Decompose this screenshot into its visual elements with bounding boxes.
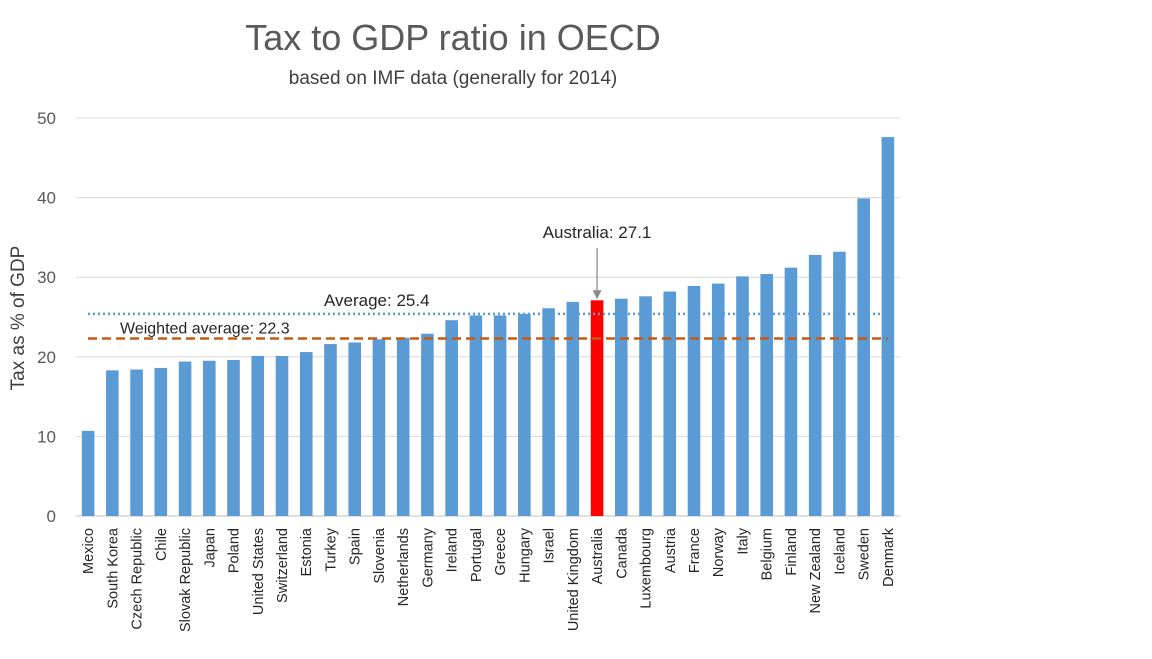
x-tick-label: South Korea bbox=[105, 527, 121, 609]
bar-highlight bbox=[590, 300, 604, 516]
x-tick-label: United Kingdom bbox=[566, 528, 582, 631]
x-tick-label: Iceland bbox=[832, 528, 848, 575]
bar bbox=[227, 359, 240, 516]
bars bbox=[81, 137, 895, 517]
x-tick-label: Chile bbox=[154, 528, 170, 561]
x-tick-label: Turkey bbox=[323, 527, 339, 572]
annotation: Australia: 27.1 bbox=[543, 223, 652, 300]
x-tick-label: Austria bbox=[663, 527, 679, 573]
bar bbox=[251, 356, 265, 516]
chart-title: Tax to GDP ratio in OECD bbox=[245, 17, 660, 58]
bar bbox=[469, 315, 483, 516]
x-tick-label: Luxembourg bbox=[639, 528, 655, 609]
bar bbox=[372, 339, 386, 516]
x-tick-label: Ireland bbox=[445, 528, 461, 572]
x-tick-label: Netherlands bbox=[396, 528, 412, 606]
reference-lines: Average: 25.4 Weighted average: 22.3 bbox=[88, 291, 888, 340]
bar bbox=[760, 274, 774, 516]
bar bbox=[736, 276, 749, 516]
y-tick-label: 20 bbox=[37, 348, 56, 367]
bar bbox=[663, 291, 677, 516]
x-tick-label: New Zealand bbox=[808, 528, 824, 613]
bar bbox=[493, 315, 507, 516]
x-tick-label: United States bbox=[251, 528, 267, 615]
x-tick-label: Portugal bbox=[469, 528, 485, 582]
bar bbox=[881, 137, 895, 516]
x-tick-label: Italy bbox=[735, 527, 751, 554]
bar bbox=[130, 369, 143, 516]
x-tick-label: Slovak Republic bbox=[178, 528, 194, 632]
bar bbox=[711, 283, 725, 516]
x-tick-label: Australia bbox=[590, 527, 606, 584]
y-axis-label: Tax as % of GDP bbox=[8, 246, 29, 391]
chart-subtitle: based on IMF data (generally for 2014) bbox=[289, 68, 617, 89]
bar bbox=[808, 254, 822, 517]
y-tick-label: 40 bbox=[37, 189, 56, 208]
bar bbox=[178, 361, 192, 516]
bar bbox=[396, 337, 410, 516]
x-tick-label: Switzerland bbox=[275, 528, 291, 603]
x-axis-labels: Mexico South Korea Czech Republic Chile Slov… bbox=[81, 527, 897, 632]
bar bbox=[421, 333, 434, 516]
bar bbox=[857, 198, 870, 516]
bar bbox=[324, 344, 337, 516]
x-tick-label: Greece bbox=[493, 528, 509, 576]
annotation-arrow-head bbox=[592, 290, 602, 300]
bar bbox=[154, 367, 168, 516]
bar bbox=[566, 301, 580, 516]
x-tick-label: Estonia bbox=[299, 527, 315, 576]
x-tick-label: Canada bbox=[614, 527, 630, 579]
bar bbox=[299, 352, 313, 516]
x-tick-label: Sweden bbox=[857, 528, 873, 580]
y-tick-label: 50 bbox=[37, 109, 56, 128]
bar bbox=[106, 370, 119, 516]
x-tick-label: Japan bbox=[202, 528, 218, 568]
x-tick-label: Germany bbox=[420, 527, 436, 587]
y-tick-label: 10 bbox=[37, 427, 56, 446]
x-tick-label: Hungary bbox=[517, 527, 533, 583]
bar bbox=[542, 308, 555, 516]
x-tick-label: Czech Republic bbox=[130, 528, 146, 630]
bar bbox=[639, 296, 652, 516]
x-tick-label: Slovenia bbox=[372, 527, 388, 584]
bar bbox=[687, 285, 701, 516]
bar bbox=[445, 320, 458, 516]
x-tick-label: France bbox=[687, 528, 703, 573]
bar bbox=[614, 298, 628, 516]
x-tick-label: Poland bbox=[227, 528, 243, 573]
y-tick-label: 0 bbox=[47, 507, 56, 526]
australia-annotation-label: Australia: 27.1 bbox=[543, 223, 652, 242]
bar bbox=[784, 267, 798, 516]
y-tick-label: 30 bbox=[37, 268, 56, 287]
x-tick-label: Denmark bbox=[881, 527, 897, 587]
bar bbox=[518, 313, 531, 516]
bar bbox=[833, 251, 846, 516]
bar bbox=[348, 342, 362, 516]
x-tick-label: Finland bbox=[784, 528, 800, 576]
bar bbox=[81, 430, 95, 516]
average-label: Average: 25.4 bbox=[324, 291, 430, 310]
x-tick-label: Norway bbox=[711, 527, 727, 577]
bar bbox=[202, 360, 216, 516]
y-axis-ticks: 0 10 20 30 40 50 bbox=[37, 109, 56, 526]
weighted-average-label: Weighted average: 22.3 bbox=[120, 320, 290, 337]
x-tick-label: Belgium bbox=[760, 528, 776, 580]
bar bbox=[275, 356, 289, 516]
x-tick-label: Israel bbox=[542, 528, 558, 563]
gridlines bbox=[76, 117, 900, 517]
x-tick-label: Spain bbox=[348, 528, 364, 565]
x-tick-label: Mexico bbox=[81, 528, 97, 574]
